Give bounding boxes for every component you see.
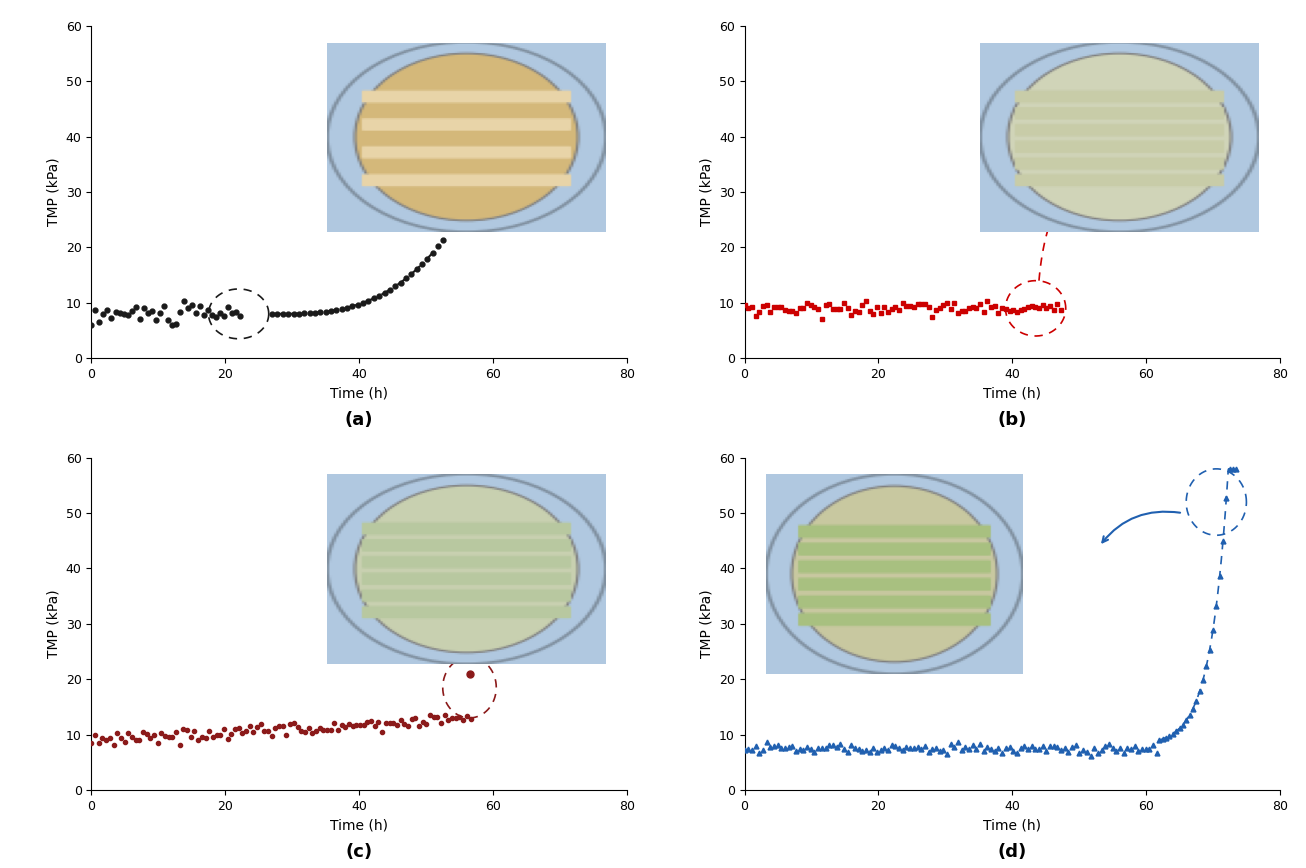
- Y-axis label: TMP (kPa): TMP (kPa): [46, 589, 60, 658]
- Text: (d): (d): [998, 843, 1027, 861]
- X-axis label: Time (h): Time (h): [983, 386, 1041, 400]
- Y-axis label: TMP (kPa): TMP (kPa): [46, 158, 60, 227]
- X-axis label: Time (h): Time (h): [983, 819, 1041, 832]
- Text: (c): (c): [346, 843, 372, 861]
- Y-axis label: TMP (kPa): TMP (kPa): [699, 158, 713, 227]
- Text: (a): (a): [345, 411, 374, 430]
- X-axis label: Time (h): Time (h): [330, 386, 388, 400]
- Text: (b): (b): [998, 411, 1027, 430]
- X-axis label: Time (h): Time (h): [330, 819, 388, 832]
- Y-axis label: TMP (kPa): TMP (kPa): [699, 589, 713, 658]
